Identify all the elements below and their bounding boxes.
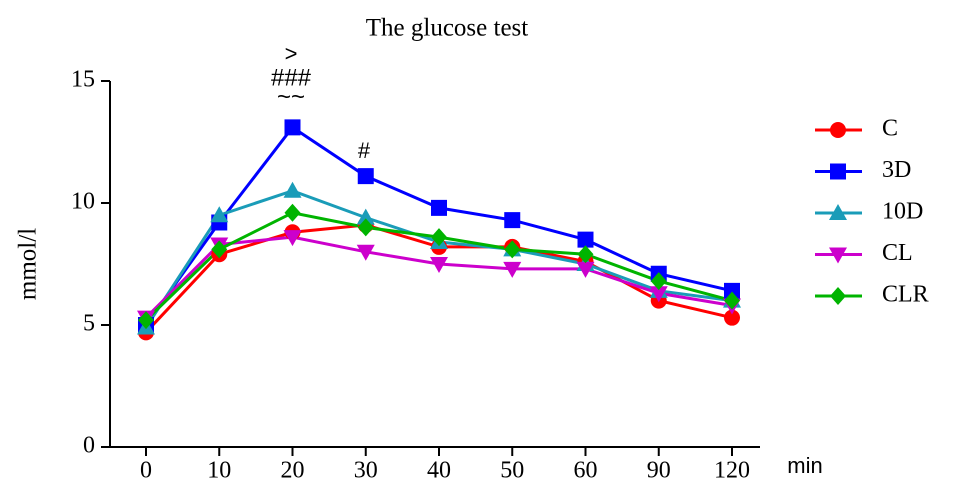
marker — [357, 218, 374, 237]
y-tick-label: 10 — [71, 189, 95, 215]
marker — [283, 230, 302, 247]
marker — [210, 206, 229, 223]
y-tick-label: 5 — [83, 311, 95, 337]
legend-label: 10D — [882, 199, 923, 225]
legend-label: C — [882, 116, 898, 142]
marker — [357, 168, 374, 185]
series-line — [144, 125, 733, 326]
marker — [577, 231, 594, 248]
x-axis-label: min — [787, 453, 822, 478]
marker — [431, 228, 447, 247]
legend-label: CLR — [882, 282, 929, 308]
marker — [829, 204, 847, 220]
marker — [284, 203, 301, 222]
marker — [356, 244, 375, 261]
marker — [830, 122, 846, 138]
x-tick-label: 60 — [574, 458, 598, 484]
y-tick-label: 0 — [83, 433, 95, 459]
annotation: ~~ — [277, 83, 305, 110]
legend-label: CL — [882, 240, 913, 266]
x-tick-label: 10 — [207, 458, 231, 484]
marker — [504, 240, 521, 259]
marker — [138, 311, 154, 330]
marker — [829, 247, 847, 264]
x-tick-label: 120 — [714, 458, 750, 484]
x-tick-label: 30 — [354, 458, 378, 484]
marker — [649, 286, 668, 303]
marker — [650, 272, 667, 291]
annotation: ### — [271, 64, 312, 91]
marker — [576, 261, 595, 278]
marker — [283, 181, 302, 198]
marker — [356, 208, 375, 225]
y-axis-label: mmol/l — [15, 228, 42, 300]
chart-title: The glucose test — [366, 15, 529, 42]
x-tick-label: 20 — [281, 458, 305, 484]
marker — [577, 245, 594, 264]
annotation: > — [285, 41, 298, 66]
x-tick-label: 0 — [140, 458, 152, 484]
marker — [830, 163, 846, 180]
marker — [830, 287, 846, 305]
legend-label: 3D — [882, 157, 911, 183]
marker — [211, 240, 228, 259]
marker — [503, 261, 522, 278]
marker — [724, 282, 740, 299]
y-tick-label: 15 — [71, 67, 95, 93]
x-tick-label: 50 — [500, 458, 524, 484]
marker — [504, 212, 521, 229]
x-tick-label: 40 — [427, 458, 451, 484]
annotation: # — [358, 138, 371, 163]
marker — [284, 119, 301, 136]
marker — [430, 257, 448, 273]
marker — [724, 309, 740, 326]
marker — [724, 291, 740, 310]
x-tick-label: 90 — [647, 458, 671, 484]
marker — [431, 199, 447, 216]
